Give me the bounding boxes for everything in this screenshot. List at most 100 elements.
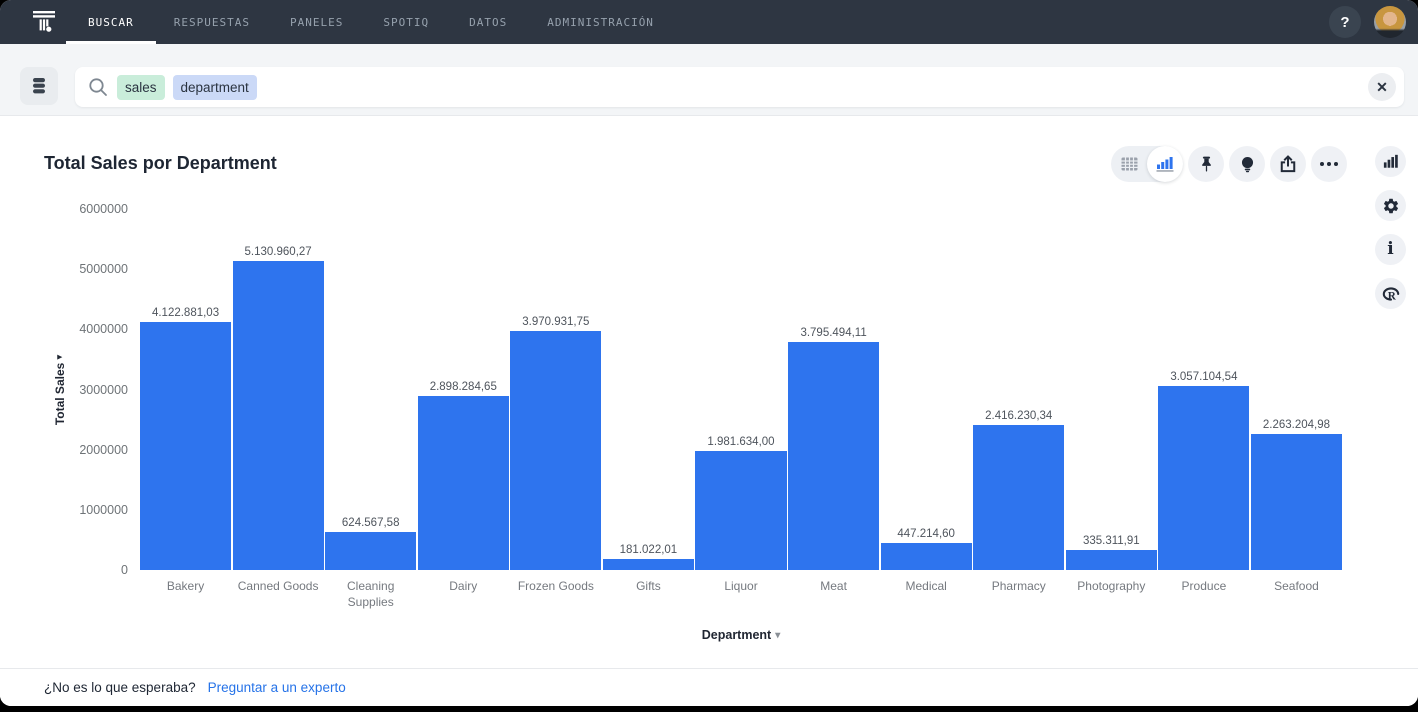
bar-column-liquor[interactable]: 1.981.634,00 (695, 209, 787, 570)
x-axis-label: Gifts (636, 579, 661, 593)
bar[interactable] (695, 450, 787, 570)
user-avatar[interactable] (1374, 6, 1406, 38)
bar-value-label: 2.263.204,98 (1262, 418, 1331, 431)
x-axis-label: Pharmacy (991, 579, 1046, 593)
info-icon: i (1387, 239, 1394, 259)
bar-column-gifts[interactable]: 181.022,01 (602, 209, 694, 570)
bar-value-label: 2.416.230,34 (985, 409, 1053, 422)
settings-button[interactable] (1375, 190, 1406, 221)
thoughtspot-logo[interactable] (0, 0, 88, 44)
spotiq-insights-button[interactable] (1229, 146, 1265, 182)
search-token-department[interactable]: department (172, 74, 257, 100)
answer-title: Total Sales por Department (44, 153, 277, 173)
ask-expert-link[interactable]: Preguntar a un experto (207, 680, 346, 695)
x-axis-label: Meat (820, 579, 847, 593)
bar-value-label: 447.214,60 (897, 528, 955, 541)
bar[interactable] (1158, 386, 1250, 570)
answer-content: Total Sales por Department (0, 116, 1418, 706)
bar[interactable] (140, 321, 232, 570)
bar-column-canned-goods[interactable]: 5.130.960,27 (232, 209, 324, 570)
pin-icon (1201, 156, 1211, 171)
pin-button[interactable] (1188, 146, 1224, 182)
x-axis-label: Cleaning Supplies (347, 579, 395, 609)
x-axis-label: Liquor (724, 579, 758, 593)
more-options-button[interactable] (1311, 146, 1347, 182)
r-analysis-button[interactable]: R (1375, 278, 1406, 309)
ellipsis-icon (1320, 162, 1338, 166)
bar-value-label: 5.130.960,27 (244, 246, 312, 259)
bar-value-label: 2.898.284,65 (429, 380, 497, 393)
x-axis-label: Dairy (449, 579, 478, 593)
bar[interactable] (325, 532, 417, 570)
gear-icon (1383, 198, 1398, 213)
y-tick-label: 6000000 (79, 202, 128, 216)
nav-item-paneles[interactable]: PANELES (289, 15, 344, 29)
table-chart-toggle[interactable] (1111, 146, 1183, 182)
data-source-button[interactable] (20, 67, 58, 105)
bar[interactable] (232, 261, 324, 570)
nav-item-spotiq[interactable]: SPOTIQ (383, 15, 430, 29)
y-axis-ticks: 6000000 5000000 4000000 3000000 2000000 10000… (70, 202, 128, 577)
nav-item-administración[interactable]: ADMINISTRACIÓN (547, 15, 654, 29)
chart-view-button[interactable] (1147, 146, 1183, 182)
bar-column-cleaning-supplies[interactable]: 624.567,58 (325, 209, 417, 570)
database-icon (33, 78, 45, 94)
bar[interactable] (880, 543, 972, 570)
search-bar[interactable]: sales department ✕ (75, 67, 1404, 107)
x-axis-title[interactable]: Department ▾ (140, 628, 1342, 642)
y-axis-dropdown-icon: ▾ (54, 354, 64, 360)
info-button[interactable]: i (1375, 234, 1406, 265)
bar-column-pharmacy[interactable]: 2.416.230,34 (973, 209, 1065, 570)
x-axis-label: Seafood (1274, 579, 1319, 593)
search-tokens: sales department (117, 74, 257, 100)
y-tick-label: 3000000 (79, 382, 128, 397)
chart-panel-icon (1383, 154, 1398, 168)
svg-text:R: R (1387, 290, 1396, 301)
bar-column-bakery[interactable]: 4.122.881,03 (140, 209, 232, 570)
nav-item-datos[interactable]: DATOS (469, 15, 508, 29)
top-navbar: BUSCAR RESPUESTAS PANELES SPOTIQ DATOS ADMINI… (0, 0, 1418, 44)
y-axis-title[interactable]: Total Sales ▾ (53, 355, 67, 425)
x-axis-labels: Bakery Canned Goods Cleaning Supplies Dairy… (140, 579, 1342, 610)
lightbulb-icon (1241, 156, 1253, 172)
nav-item-respuestas[interactable]: RESPUESTAS (173, 15, 250, 29)
bar[interactable] (1065, 549, 1157, 570)
bar[interactable] (1250, 433, 1343, 570)
bar-column-produce[interactable]: 3.057.104,54 (1158, 209, 1250, 570)
x-axis-label: Canned Goods (237, 579, 319, 593)
nav-items: BUSCAR RESPUESTAS PANELES SPOTIQ DATOS ADMINI… (66, 0, 654, 44)
search-token-sales[interactable]: sales (117, 74, 165, 100)
bar[interactable] (417, 395, 509, 570)
bar-column-medical[interactable]: 447.214,60 (880, 209, 972, 570)
bar-column-dairy[interactable]: 2.898.284,65 (417, 209, 509, 570)
thoughtspot-logo-icon (33, 11, 55, 32)
help-button[interactable]: ? (1329, 6, 1361, 38)
bar-value-label: 624.567,58 (341, 517, 400, 530)
table-view-button[interactable] (1111, 146, 1147, 182)
answer-toolbar (1111, 146, 1347, 182)
bar-value-label: 3.057.104,54 (1170, 371, 1238, 384)
bar-column-frozen-goods[interactable]: 3.970.931,75 (510, 209, 602, 570)
bar-column-seafood[interactable]: 2.263.204,98 (1250, 209, 1343, 570)
bar-chart-icon (1156, 157, 1174, 172)
x-axis-label: Produce (1181, 579, 1227, 593)
nav-item-buscar[interactable]: BUSCAR (66, 0, 156, 44)
bar-value-label: 4.122.881,03 (151, 306, 220, 319)
bar[interactable] (510, 331, 602, 570)
bar-value-label: 3.795.494,11 (800, 326, 867, 339)
bar-value-label: 1.981.634,00 (707, 435, 775, 448)
plot-area: 4.122.881,03 5.130.960,27 624.567,58 2.898.… (140, 209, 1343, 570)
share-button[interactable] (1270, 146, 1306, 182)
bar[interactable] (788, 341, 880, 570)
bar[interactable] (973, 424, 1065, 570)
bar-column-photography[interactable]: 335.311,91 (1065, 209, 1157, 570)
bar[interactable] (602, 559, 694, 570)
bar-column-meat[interactable]: 3.795.494,11 (788, 209, 880, 570)
clear-search-button[interactable]: ✕ (1368, 73, 1396, 101)
y-tick-label: 2000000 (79, 442, 128, 457)
y-tick-label: 1000000 (79, 502, 128, 517)
chart-config-button[interactable] (1375, 146, 1406, 177)
table-icon (1121, 157, 1137, 171)
x-axis-label: Bakery (166, 579, 205, 593)
